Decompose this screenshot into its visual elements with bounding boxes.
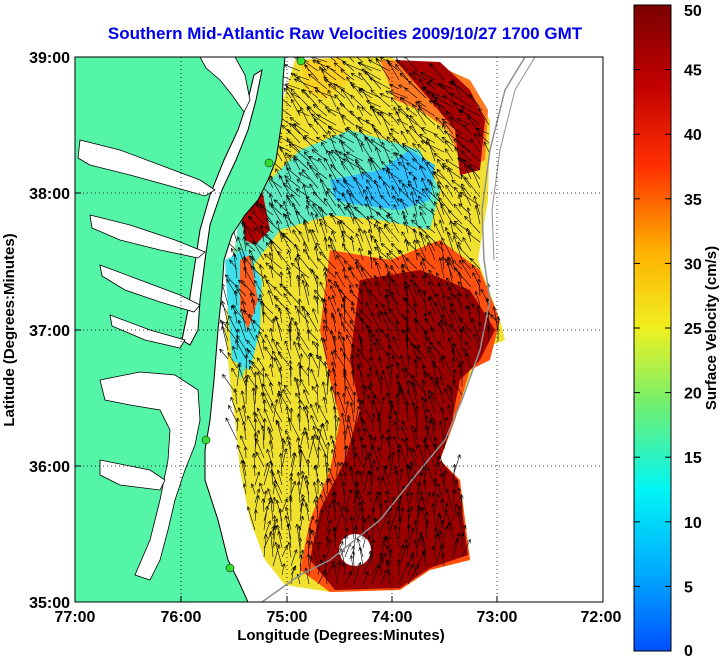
x-tick-label: 73:00 <box>477 609 518 626</box>
colorbar-tick-label: 20 <box>684 386 702 403</box>
colorbar-label: Surface Velocity (cm/s) <box>703 246 720 410</box>
colorbar-tick-label: 5 <box>684 579 693 596</box>
colorbar-tick-label: 35 <box>684 192 702 209</box>
radar-station-marker <box>264 158 274 168</box>
colorbar-tick-label: 15 <box>684 450 702 467</box>
y-axis-label: Latitude (Degrees:Minutes) <box>1 233 18 426</box>
y-axis-ticks: 39:00 38:00 37:00 36:00 35:00 <box>29 50 70 612</box>
chesapeake-bay <box>181 68 263 346</box>
y-tick-label: 35:00 <box>29 595 70 612</box>
colorbar-tick-label: 50 <box>684 3 702 20</box>
grid-lines <box>75 57 603 602</box>
y-tick-label: 39:00 <box>29 50 70 67</box>
x-tick-label: 76:00 <box>161 609 202 626</box>
colorbar-tick-label: 40 <box>684 127 702 144</box>
radar-station-marker <box>225 563 235 573</box>
x-tick-label: 72:00 <box>581 609 622 626</box>
radar-station-marker <box>201 435 211 445</box>
colorbar-tick-label: 10 <box>684 515 702 532</box>
isobath-line <box>261 57 526 602</box>
colorbar-tick-label: 30 <box>684 256 702 273</box>
colorbar-tick-label: 0 <box>684 643 693 659</box>
x-axis-ticks: 77:00 76:00 75:00 74:00 73:00 72:00 <box>55 609 622 626</box>
y-tick-label: 37:00 <box>29 323 70 340</box>
x-axis-label: Longitude (Degrees:Minutes) <box>237 627 445 644</box>
y-tick-label: 36:00 <box>29 459 70 476</box>
radar-station-marker <box>296 57 306 66</box>
colorbar-gradient <box>633 4 672 652</box>
y-tick-label: 38:00 <box>29 186 70 203</box>
colorbar-tick-label: 25 <box>684 321 702 338</box>
map-title: Southern Mid-Atlantic Raw Velocities 200… <box>108 24 583 43</box>
x-tick-label: 75:00 <box>267 609 308 626</box>
pamlico-sound <box>99 371 201 581</box>
x-tick-label: 74:00 <box>372 609 413 626</box>
velocity-vectors <box>218 57 501 585</box>
x-tick-label: 77:00 <box>55 609 96 626</box>
velocity-arrow-set <box>218 57 501 585</box>
colorbar-tick-label: 45 <box>684 63 702 80</box>
